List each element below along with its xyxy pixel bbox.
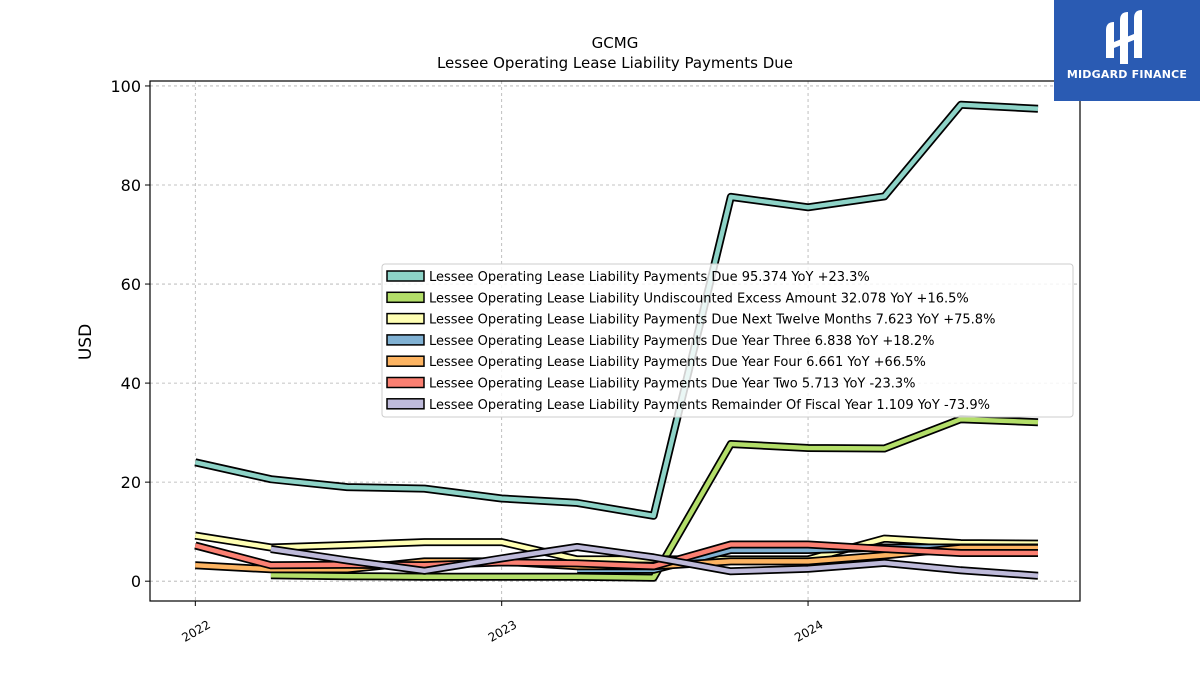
midgard-logo-icon [1106, 10, 1142, 64]
legend-label: Lessee Operating Lease Liability Undisco… [429, 291, 969, 306]
series-line-2 [270, 415, 1039, 582]
legend-swatch [386, 355, 425, 367]
series-line-7 [270, 543, 1039, 580]
y-axis: 0 20 40 60 80 100 [110, 77, 150, 591]
legend-item-3: Lessee Operating Lease Liability Payment… [386, 312, 995, 328]
legend-item-4: Lessee Operating Lease Liability Payment… [386, 334, 935, 349]
series-stroke [194, 542, 1038, 569]
legend-swatch [386, 270, 425, 282]
legend: Lessee Operating Lease Liability Payment… [381, 263, 1074, 418]
y-axis-label: USD [76, 324, 96, 360]
legend-swatch [386, 398, 425, 410]
series-line-6 [194, 540, 1038, 571]
logo-text: MIDGARD FINANCE [1066, 68, 1188, 81]
legend-label: Lessee Operating Lease Liability Payment… [429, 355, 926, 370]
series-lines [194, 100, 1039, 582]
series-line-3 [194, 531, 1039, 564]
legend-label: Lessee Operating Lease Liability Payment… [429, 377, 915, 392]
legend-label: Lessee Operating Lease Liability Payment… [429, 270, 870, 285]
y-tick-label: 60 [121, 275, 141, 294]
legend-item-1: Lessee Operating Lease Liability Payment… [386, 270, 870, 285]
logo: MIDGARD FINANCE [1054, 0, 1200, 101]
legend-swatch [386, 334, 425, 346]
chart-subtitle: Lessee Operating Lease Liability Payment… [437, 54, 793, 72]
series-stroke [270, 544, 1039, 578]
legend-label: Lessee Operating Lease Liability Payment… [429, 398, 990, 413]
legend-label: Lessee Operating Lease Liability Payment… [429, 334, 935, 349]
x-tick-label: 2024 [792, 617, 825, 644]
chart-title: GCMG [592, 34, 639, 52]
legend-swatch [386, 312, 425, 325]
legend-item-2: Lessee Operating Lease Liability Undisco… [386, 291, 969, 306]
series-stroke [194, 533, 1039, 562]
legend-item-6: Lessee Operating Lease Liability Payment… [386, 376, 915, 392]
legend-box [381, 263, 1074, 418]
legend-swatch [386, 376, 425, 389]
legend-label: Lessee Operating Lease Liability Payment… [429, 313, 995, 328]
legend-item-5: Lessee Operating Lease Liability Payment… [386, 355, 926, 370]
x-tick-label: 2022 [179, 617, 212, 644]
y-tick-label: 20 [121, 473, 141, 492]
plot-frame [149, 80, 1081, 602]
y-tick-label: 0 [131, 572, 141, 591]
x-tick-label: 2023 [486, 617, 519, 644]
y-tick-label: 80 [121, 176, 141, 195]
series-line-1 [194, 100, 1039, 520]
y-tick-label: 100 [110, 77, 141, 96]
series-stroke [194, 102, 1039, 519]
x-axis: 2022 2023 2024 [179, 601, 826, 645]
y-tick-label: 40 [121, 374, 141, 393]
legend-swatch [386, 291, 425, 304]
legend-item-7: Lessee Operating Lease Liability Payment… [386, 398, 990, 413]
series-stroke [270, 416, 1039, 580]
